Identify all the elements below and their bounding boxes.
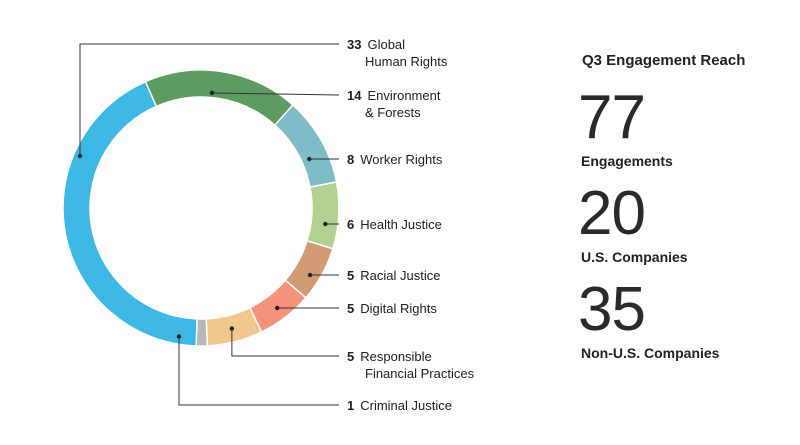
leader-dot <box>229 326 235 331</box>
leader-dot <box>323 221 328 227</box>
slice-label: 5 Racial Justice <box>347 268 440 283</box>
stat-engagements: 77 Engagements <box>578 83 788 170</box>
stat-us-companies: 20 U.S. Companies <box>578 179 788 266</box>
slice-label: 33 Global <box>347 37 405 52</box>
donut-slice <box>144 69 294 127</box>
leader-dot <box>209 90 215 96</box>
leader-line <box>211 92 340 96</box>
slice-label: 6 Health Justice <box>347 217 442 232</box>
leader-dot <box>77 153 83 159</box>
leader-line <box>79 43 339 156</box>
slice-label-line2: Human Rights <box>365 54 448 69</box>
donut-slice <box>306 181 340 250</box>
donut-chart: 33 Global Human Rights 14 Environment & Fores… <box>62 37 475 413</box>
leader-line <box>178 336 339 406</box>
slice-label-line2: & Forests <box>365 105 421 120</box>
stat-label: Engagements <box>581 153 673 169</box>
slice-label: 14 Environment <box>347 88 441 103</box>
slice-label: 5 Digital Rights <box>347 301 437 316</box>
stat-label: U.S. Companies <box>581 249 688 265</box>
donut-slice <box>62 80 198 347</box>
donut-slice <box>205 306 263 347</box>
stat-non-us-companies: 35 Non-U.S. Companies <box>578 275 788 362</box>
summary-title: Q3 Engagement Reach <box>582 52 746 69</box>
stat-label: Non-U.S. Companies <box>581 345 720 361</box>
leader-line <box>231 328 339 357</box>
engagement-summary: Q3 Engagement Reach 77 Engagements 20 U.… <box>578 52 788 375</box>
slice-label: 8 Worker Rights <box>347 152 443 167</box>
leader-dot <box>176 334 182 339</box>
slice-label: 1 Criminal Justice <box>347 398 452 413</box>
leader-dot <box>307 272 313 278</box>
leader-dot <box>307 156 312 162</box>
stat-value: 20 <box>578 179 646 248</box>
leader-dot <box>275 305 280 311</box>
stat-value: 77 <box>578 83 646 152</box>
slice-label: 5 Responsible <box>347 349 432 364</box>
stat-value: 35 <box>578 275 646 344</box>
donut-slice <box>273 103 338 188</box>
slice-label-line2: Financial Practices <box>365 366 475 381</box>
donut-slice <box>195 318 209 347</box>
